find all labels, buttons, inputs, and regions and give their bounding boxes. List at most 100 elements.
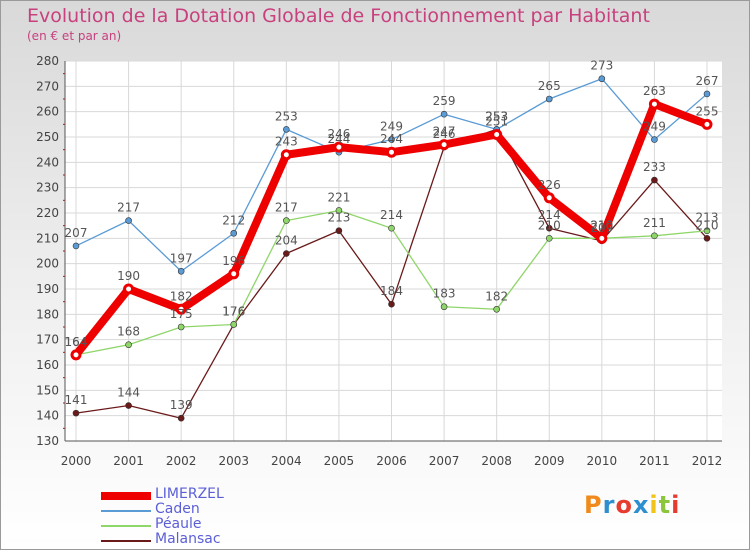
x-tick-label: 2004 — [271, 454, 302, 468]
data-point-malansac — [72, 409, 80, 417]
data-point-caden — [598, 75, 606, 83]
data-label-limerzel: 182 — [170, 289, 193, 303]
data-point-caden — [545, 95, 553, 103]
data-label-malansac: 246 — [433, 127, 456, 141]
plot-area — [65, 61, 722, 441]
legend-label: Malansac — [155, 531, 221, 547]
data-point-malansac — [125, 402, 132, 409]
data-label-paule: 183 — [433, 287, 456, 301]
data-label-limerzel: 196 — [222, 254, 245, 268]
data-label-caden: 249 — [643, 120, 666, 134]
data-point-caden — [230, 229, 238, 237]
data-point-limerzel — [543, 192, 555, 204]
data-label-caden: 267 — [696, 74, 719, 88]
y-tick-label: 270 — [36, 79, 59, 93]
data-label-limerzel: 243 — [275, 135, 298, 149]
data-label-malansac: 233 — [643, 160, 666, 174]
x-tick-label: 2005 — [324, 454, 355, 468]
data-point-limerzel — [280, 149, 292, 161]
data-label-limerzel: 246 — [327, 127, 350, 141]
data-point-paule — [545, 235, 553, 242]
logo-letter: t — [658, 491, 672, 519]
y-tick-label: 160 — [36, 358, 59, 372]
data-label-malansac: 144 — [117, 386, 140, 400]
legend-swatch-limerzel — [101, 491, 151, 500]
data-label-paule: 168 — [117, 325, 140, 339]
data-point-limerzel — [648, 98, 660, 110]
data-label-paule: 213 — [696, 211, 719, 225]
data-point-paule — [335, 207, 343, 214]
data-point-limerzel — [333, 141, 345, 153]
data-point-limerzel — [123, 283, 135, 295]
data-label-caden: 217 — [117, 201, 140, 215]
data-label-caden: 253 — [485, 109, 508, 123]
legend-label: Péaule — [155, 516, 202, 532]
data-label-caden: 259 — [433, 94, 456, 108]
data-label-limerzel: 190 — [117, 269, 140, 283]
legend-label: LIMERZEL — [155, 486, 224, 502]
data-label-caden: 197 — [170, 251, 193, 265]
y-tick-label: 170 — [36, 333, 59, 347]
data-point-malansac — [703, 235, 711, 242]
data-label-limerzel: 244 — [380, 132, 403, 146]
data-label-limerzel: 210 — [590, 218, 613, 232]
data-point-limerzel — [228, 268, 240, 280]
data-label-limerzel: 251 — [485, 114, 508, 128]
y-tick-label: 260 — [36, 105, 59, 119]
x-tick-label: 2012 — [692, 454, 723, 468]
data-point-caden — [177, 267, 185, 275]
data-point-paule — [440, 303, 448, 311]
y-tick-label: 250 — [36, 130, 59, 144]
data-label-malansac: 213 — [327, 211, 350, 225]
data-label-paule: 164 — [65, 335, 88, 349]
logo-letter: x — [632, 491, 650, 519]
data-point-limerzel — [175, 303, 187, 315]
x-tick-label: 2010 — [587, 454, 618, 468]
x-tick-label: 2006 — [376, 454, 407, 468]
data-point-paule — [703, 227, 711, 235]
data-label-caden: 212 — [222, 213, 245, 227]
data-point-caden — [440, 110, 448, 118]
data-point-malansac — [177, 414, 185, 422]
x-tick-label: 2001 — [113, 454, 144, 468]
data-label-malansac: 204 — [275, 234, 298, 248]
data-point-paule — [388, 224, 395, 232]
data-point-limerzel — [596, 232, 608, 244]
data-point-caden — [388, 136, 395, 143]
data-label-caden: 253 — [275, 109, 298, 123]
x-tick-label: 2000 — [61, 454, 92, 468]
data-point-paule — [125, 341, 132, 349]
data-label-caden: 207 — [65, 226, 88, 240]
data-point-paule — [230, 321, 238, 328]
data-label-malansac: 209 — [590, 221, 613, 235]
y-tick-label: 190 — [36, 282, 59, 296]
logo-letter: o — [615, 491, 633, 519]
data-point-caden — [72, 242, 80, 250]
data-label-paule: 221 — [327, 190, 350, 204]
data-point-paule — [177, 323, 185, 331]
data-point-limerzel — [386, 146, 397, 158]
data-label-limerzel: 263 — [643, 84, 666, 98]
legend-label: Caden — [155, 501, 200, 517]
data-point-paule — [493, 305, 500, 313]
data-label-paule: 211 — [643, 216, 666, 230]
logo-letter: P — [584, 491, 603, 519]
data-label-malansac: 176 — [222, 304, 245, 318]
chart-title: Evolution de la Dotation Globale de Fonc… — [27, 5, 650, 27]
data-point-paule — [283, 217, 290, 224]
data-point-caden — [703, 90, 711, 98]
y-tick-label: 230 — [36, 181, 59, 195]
y-tick-label: 180 — [36, 307, 59, 321]
y-tick-label: 240 — [36, 155, 59, 169]
x-tick-label: 2007 — [429, 454, 460, 468]
data-label-paule: 214 — [380, 208, 403, 222]
data-point-malansac — [388, 300, 395, 308]
data-label-malansac: 139 — [170, 398, 193, 412]
data-point-malansac — [651, 176, 658, 184]
x-tick-label: 2009 — [534, 454, 565, 468]
data-label-limerzel: 255 — [696, 104, 719, 118]
y-tick-label: 200 — [36, 257, 59, 271]
data-label-limerzel: 247 — [433, 125, 456, 139]
